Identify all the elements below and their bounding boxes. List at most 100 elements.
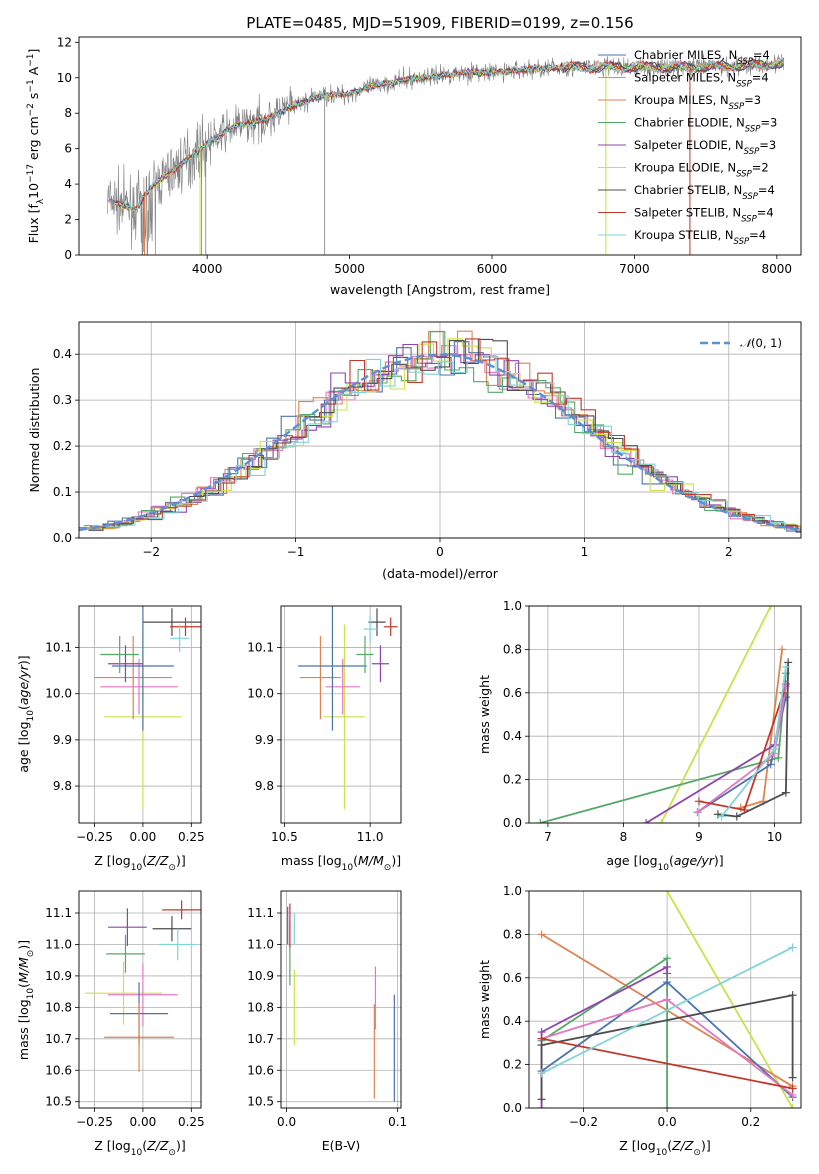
axes-frame [78,36,802,256]
errorbar-point [323,624,365,810]
legend-sub: SSP [744,147,760,157]
weight-line-chabrier-stelib [717,662,790,818]
weight_vs_Z-lines [537,891,797,1108]
label-part: 10 [131,1148,143,1158]
mass_vs_EBV-points [287,903,395,1102]
label-part: A [26,66,41,79]
y-tick-label: 10.8 [247,1000,274,1014]
errorbar-point [368,608,386,637]
label-part: ⊙ [26,950,36,958]
x-tick-label: 11.0 [357,830,384,844]
y-tick-label: 10.5 [45,1095,72,1109]
y-axis-label: Flux [fλ10−17 erg cm−2 s−1 A−1] [26,49,46,244]
label-part: ( [667,1138,672,1153]
x-tick-label: −1 [287,545,305,559]
x-axis-label: Z [log10(Z/Z⊙)] [94,1138,185,1158]
y-tick-label: 0.8 [503,642,522,656]
legend-entry: Kroupa STELIB, NSSP=4 [634,228,766,247]
legend-name: Kroupa STELIB, N [634,228,734,242]
y-tick-label: 9.8 [53,779,72,793]
x-tick-label: 0.0 [277,1115,296,1129]
label-part: mass [log [281,853,342,868]
legend-entry: Salpeter STELIB, NSSP=4 [634,206,774,225]
x-tick-label: 4000 [192,262,223,276]
legend-name: Chabrier MILES, N [634,48,737,62]
errorbar-point [111,606,174,731]
weight-line-salpeter-elodie [540,965,668,1108]
label-part: M/M [358,853,384,868]
legend-name: Chabrier ELODIE, N [634,116,745,130]
x-tick-label: 0 [436,545,444,559]
legend-entry: Kroupa MILES, NSSP=3 [634,93,761,112]
x-tick-label: −0.2 [569,1115,598,1129]
y-tick-label: 10.6 [45,1063,72,1077]
errorbar-point [104,1002,174,1072]
label-part: age [log [606,853,657,868]
weight-line-salpeter-stelib [541,1037,793,1090]
errorbar-point [299,636,341,720]
axes-frame [78,890,202,1109]
label-part: age [log [16,721,31,772]
label-part: ( [142,1138,147,1153]
axes-frame [528,890,802,1109]
y-tick-label: 0.2 [503,773,522,787]
y-tick-label: 0.0 [53,531,72,545]
errorbar-point [371,645,389,683]
age_vs_mass-points [298,606,398,810]
x-axis-label: Z [log10(Z/Z⊙)] [94,853,185,873]
legend-name: Salpeter STELIB, N [634,206,741,220]
legend-count: =4 [757,206,774,220]
y-tick-label: 8 [64,106,72,120]
y-tick-label: 0.2 [53,439,72,453]
age_vs_Z-axes: −0.25 0.00 0.25 9.8 9.9 10.0 10.1 [45,606,205,844]
x-tick-label: 9 [695,830,703,844]
label-part: −17 [26,164,36,183]
legend-sub: SSP [736,170,752,180]
weight-line-kroupa-elodie [660,606,772,823]
legend-name: Salpeter MILES, N [634,71,736,85]
legend-name: Kroupa MILES, N [634,93,729,107]
weight-line-chabrier-elodie [540,673,787,823]
x-tick-label: 0.1 [388,1115,407,1129]
errorbar-point [325,659,360,715]
y-axis-label: mass weight [477,960,492,1039]
age_vs_mass-axes: 10.5 11.0 9.8 9.9 10.0 10.1 [247,606,401,844]
legend-entry: Kroupa ELODIE, NSSP=2 [634,161,769,180]
legend-count: =3 [744,93,761,107]
errorbar-point [170,617,201,637]
y-tick-label: 0.3 [53,393,72,407]
axes-frame [78,321,802,539]
legend-sub: SSP [729,102,745,112]
x-tick-label: 0.25 [178,1115,205,1129]
x-tick-label: −2 [142,545,160,559]
y-tick-label: 10.7 [45,1032,72,1046]
label-part: ( [16,705,31,710]
y-tick-label: 0.8 [503,927,522,941]
label-part: Flux [f [26,204,41,244]
histogram-kroupa-stelib [91,354,801,531]
label-part: Z/Z [671,1138,694,1153]
y-tick-label: 0 [64,248,72,262]
legend-entry: Chabrier STELIB, NSSP=4 [634,183,775,202]
label-part: 10 [26,710,36,722]
y-tick-label: 10.0 [247,687,274,701]
x-axis-label: wavelength [Angstrom, rest frame] [330,282,550,297]
label-part: ( [142,853,147,868]
label-part: M/M [16,957,31,983]
x-tick-label: 0.0 [658,1115,677,1129]
errorbar-point [108,963,178,1027]
errorbar-point [108,645,143,683]
y-tick-label: 0.2 [503,1058,522,1072]
label-part: age/yr [674,853,715,868]
errorbar-point [142,608,201,637]
label-part: )] [16,655,31,665]
label-part: ] [26,49,41,54]
x-tick-label: 8000 [762,262,793,276]
x-tick-label: 1 [581,545,589,559]
legend-args: (0, 1) [751,336,782,350]
legend-count: =3 [760,116,777,130]
legend-entry: 𝒩(0, 1) [740,336,782,350]
y-tick-label: 11.0 [247,937,274,951]
axes-frame [528,605,802,824]
label-part: ⊙ [168,1148,176,1158]
